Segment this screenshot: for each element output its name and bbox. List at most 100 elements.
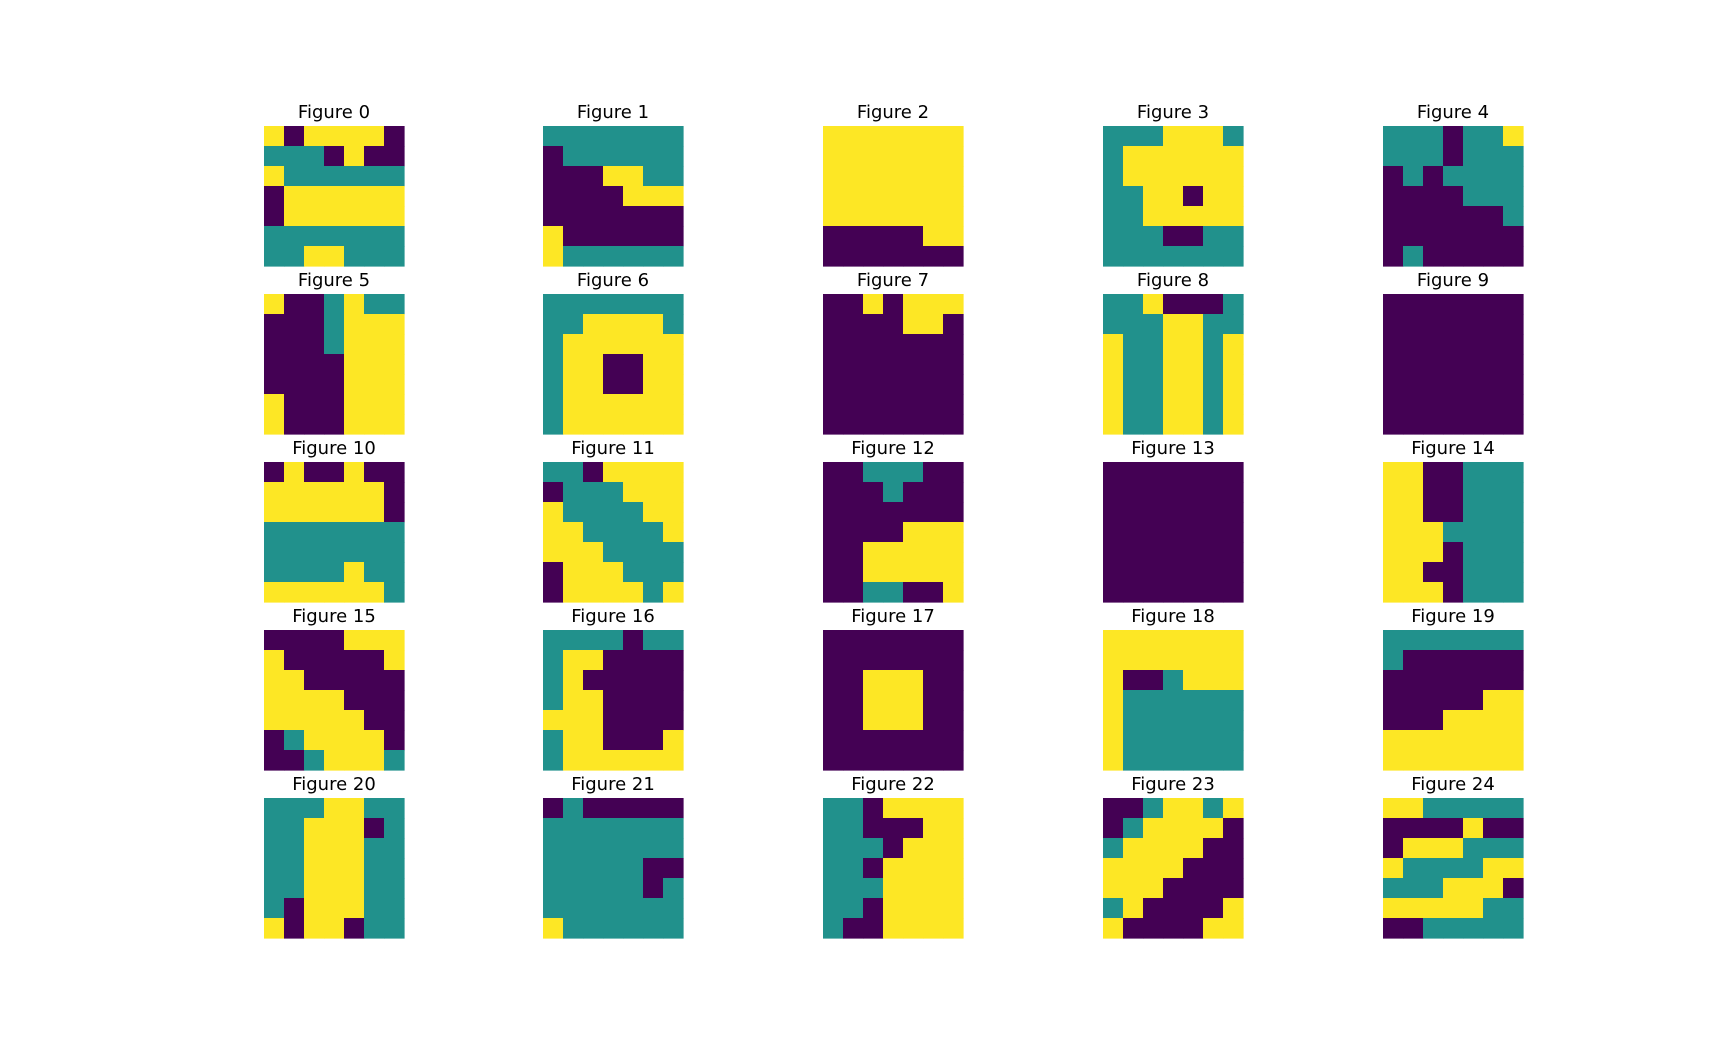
heatmap-cell xyxy=(264,226,285,247)
heatmap-cell xyxy=(883,374,904,395)
heatmap-cell xyxy=(563,482,584,503)
heatmap-cell xyxy=(923,838,944,859)
heatmap-cell xyxy=(543,146,564,167)
heatmap-cell xyxy=(1423,502,1444,523)
heatmap-cell xyxy=(364,750,385,771)
heatmap-cell xyxy=(663,838,684,859)
heatmap-cell xyxy=(1123,838,1144,859)
heatmap-cell xyxy=(344,462,365,483)
heatmap-cell xyxy=(1403,670,1424,691)
heatmap-cell xyxy=(663,898,684,919)
heatmap-panel-19: Figure 19 xyxy=(1383,606,1524,771)
heatmap-cell xyxy=(1183,314,1204,335)
heatmap-cell xyxy=(843,750,864,771)
heatmap-panel-16: Figure 16 xyxy=(543,606,684,771)
heatmap-cell xyxy=(264,730,285,751)
heatmap-cell xyxy=(863,226,884,247)
heatmap-cell xyxy=(324,462,345,483)
heatmap-cell xyxy=(1503,838,1524,859)
heatmap-cell xyxy=(923,186,944,207)
heatmap-cell xyxy=(384,650,405,671)
heatmap-cell xyxy=(304,838,325,859)
heatmap-cell xyxy=(583,710,604,731)
heatmap-cell xyxy=(603,414,624,435)
heatmap-cell xyxy=(324,750,345,771)
heatmap-cell xyxy=(1483,582,1504,603)
heatmap-cell xyxy=(823,562,844,583)
heatmap-cell xyxy=(1183,206,1204,227)
heatmap-cell xyxy=(583,206,604,227)
heatmap-cell xyxy=(863,186,884,207)
heatmap-cell xyxy=(304,818,325,839)
heatmap-cell xyxy=(563,314,584,335)
heatmap-cell xyxy=(583,522,604,543)
heatmap-cell xyxy=(1383,750,1404,771)
heatmap-cell xyxy=(1483,522,1504,543)
heatmap-cell xyxy=(1163,582,1184,603)
heatmap-cell xyxy=(1223,838,1244,859)
heatmap-cell xyxy=(1423,730,1444,751)
heatmap-cell xyxy=(823,334,844,355)
heatmap-cell xyxy=(1123,294,1144,315)
heatmap-cell xyxy=(344,334,365,355)
heatmap-cell xyxy=(1463,334,1484,355)
heatmap-cell xyxy=(623,898,644,919)
panel-title: Figure 0 xyxy=(298,102,370,123)
heatmap-cell xyxy=(1143,818,1164,839)
heatmap-cell xyxy=(903,630,924,651)
heatmap-cell xyxy=(583,294,604,315)
heatmap-cell xyxy=(1463,730,1484,751)
heatmap-cell xyxy=(344,522,365,543)
heatmap-cell xyxy=(923,562,944,583)
heatmap-cell xyxy=(823,166,844,187)
heatmap-cell xyxy=(943,690,964,711)
heatmap-cell xyxy=(1483,414,1504,435)
heatmap-panel-21: Figure 21 xyxy=(543,774,684,939)
heatmap-cell xyxy=(563,394,584,415)
heatmap-cell xyxy=(1463,542,1484,563)
heatmap-cell xyxy=(563,878,584,899)
heatmap-cell xyxy=(563,186,584,207)
heatmap-cell xyxy=(284,334,305,355)
heatmap-cell xyxy=(903,314,924,335)
panel-title: Figure 22 xyxy=(851,774,935,795)
heatmap-cell xyxy=(304,878,325,899)
heatmap-cell xyxy=(1223,670,1244,691)
heatmap-cell xyxy=(264,374,285,395)
heatmap-cell xyxy=(623,374,644,395)
heatmap-cell xyxy=(643,750,664,771)
heatmap-cell xyxy=(1383,314,1404,335)
heatmap-cell xyxy=(264,898,285,919)
heatmap-cell xyxy=(1443,918,1464,939)
heatmap-cell xyxy=(883,334,904,355)
heatmap-cell xyxy=(603,186,624,207)
heatmap-cell xyxy=(623,542,644,563)
heatmap-cell xyxy=(543,226,564,247)
heatmap-cell xyxy=(1123,562,1144,583)
heatmap-cell xyxy=(883,462,904,483)
heatmap-cell xyxy=(1423,878,1444,899)
heatmap-cell xyxy=(384,502,405,523)
heatmap-cell xyxy=(583,354,604,375)
heatmap-cell xyxy=(1143,126,1164,147)
heatmap-cell xyxy=(1483,482,1504,503)
heatmap-cell xyxy=(543,670,564,691)
heatmap-panel-1: Figure 1 xyxy=(543,102,684,267)
heatmap-cell xyxy=(1143,650,1164,671)
heatmap-panel-17: Figure 17 xyxy=(823,606,964,771)
heatmap-cell xyxy=(364,818,385,839)
heatmap-cell xyxy=(1503,166,1524,187)
heatmap-cell xyxy=(344,858,365,879)
heatmap-cell xyxy=(643,542,664,563)
heatmap-cell xyxy=(1163,730,1184,751)
heatmap-cell xyxy=(1503,314,1524,335)
heatmap-cell xyxy=(943,838,964,859)
heatmap-cell xyxy=(1483,314,1504,335)
heatmap-cell xyxy=(284,226,305,247)
heatmap-cell xyxy=(1123,126,1144,147)
heatmap-cell xyxy=(1223,878,1244,899)
panel-title: Figure 1 xyxy=(577,102,649,123)
heatmap-cell xyxy=(1123,582,1144,603)
heatmap-cell xyxy=(863,670,884,691)
heatmap-cell xyxy=(603,670,624,691)
